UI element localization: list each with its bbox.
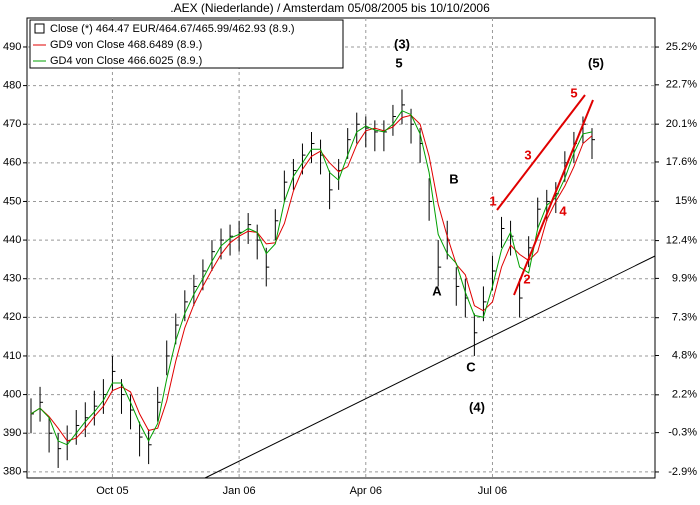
y-tick-label: 380: [3, 466, 21, 478]
wedge-lower: [513, 99, 594, 296]
y2-tick-label: 7.3%: [672, 312, 697, 324]
y-tick-label: 440: [3, 234, 21, 246]
y2-tick-label: 12.4%: [666, 234, 697, 246]
y2-tick-label: 2.2%: [672, 389, 697, 401]
trend-line: [204, 255, 656, 479]
y2-tick-label: -0.3%: [668, 427, 697, 439]
legend: Close (*) 464.47 EUR/464.67/465.99/462.9…: [29, 19, 344, 69]
chart-title: .AEX (Niederlande) / Amsterdam 05/08/200…: [170, 1, 490, 15]
wave-label: 1: [489, 193, 496, 208]
x-tick-label: Apr 06: [350, 485, 382, 497]
y2-tick-label: 17.6%: [666, 156, 697, 168]
annotation: A: [432, 283, 442, 298]
annotation: C: [466, 359, 476, 374]
y2-tick-label: 25.2%: [666, 41, 697, 53]
y-tick-label: 460: [3, 157, 21, 169]
y-tick-label: 420: [3, 311, 21, 323]
y2-tick-label: 9.9%: [672, 272, 697, 284]
y-tick-label: 430: [3, 273, 21, 285]
wave-label: 5: [570, 85, 577, 100]
wave-label: 4: [559, 203, 567, 218]
moving-average: [30, 114, 593, 442]
annotation: (5): [588, 55, 604, 70]
legend-entry: Close (*) 464.47 EUR/464.67/465.99/462.9…: [50, 23, 295, 35]
moving-average: [30, 110, 593, 446]
y-tick-label: 410: [3, 350, 21, 362]
y2-tick-label: 20.1%: [666, 118, 697, 130]
plot-frame: [26, 17, 656, 479]
grid: 380 390 400 410 420 430 440 450 460 470 480 490 -2.9…: [3, 18, 697, 497]
legend-box: [29, 19, 344, 69]
wave-label: 2: [523, 271, 530, 286]
y-tick-label: 480: [3, 79, 21, 91]
x-tick-label: Jul 06: [478, 485, 507, 497]
wedge-upper: [496, 94, 586, 211]
annotation: B: [449, 171, 458, 186]
y2-tick-label: 15%: [675, 195, 697, 207]
y-tick-label: 400: [3, 388, 21, 400]
legend-entry: GD4 von Close 466.6025 (8.9.): [50, 55, 202, 67]
y2-tick-label: -2.9%: [668, 466, 697, 478]
y-tick-label: 450: [3, 195, 21, 207]
annotation: (4): [469, 399, 485, 414]
y2-tick-label: 22.7%: [666, 79, 697, 91]
legend-entry: GD9 von Close 468.6489 (8.9.): [50, 39, 202, 51]
x-tick-label: Jan 06: [223, 485, 256, 497]
x-tick-label: Oct 05: [96, 485, 128, 497]
wave-label: 3: [524, 147, 531, 162]
annotation: 5: [395, 55, 402, 70]
annotation: (3): [394, 36, 410, 51]
marks: [30, 89, 595, 468]
y-tick-label: 470: [3, 118, 21, 130]
y-tick-label: 490: [3, 41, 21, 53]
y2-tick-label: 4.8%: [672, 349, 697, 361]
y-tick-label: 390: [3, 427, 21, 439]
legend-swatch: [34, 23, 45, 34]
